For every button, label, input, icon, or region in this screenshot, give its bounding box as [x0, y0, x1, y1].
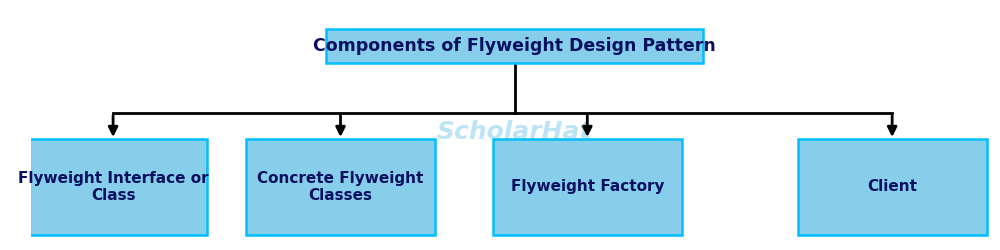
FancyBboxPatch shape [798, 138, 987, 235]
Text: Components of Flyweight Design Pattern: Components of Flyweight Design Pattern [313, 37, 716, 55]
Text: Client: Client [867, 179, 917, 194]
Text: Flyweight Factory: Flyweight Factory [511, 179, 664, 194]
Text: ScholarHat: ScholarHat [437, 120, 592, 144]
Text: Flyweight Interface or
Class: Flyweight Interface or Class [18, 170, 208, 203]
Text: Concrete Flyweight
Classes: Concrete Flyweight Classes [257, 170, 424, 203]
FancyBboxPatch shape [19, 138, 207, 235]
FancyBboxPatch shape [326, 28, 703, 63]
FancyBboxPatch shape [246, 138, 435, 235]
FancyBboxPatch shape [493, 138, 682, 235]
